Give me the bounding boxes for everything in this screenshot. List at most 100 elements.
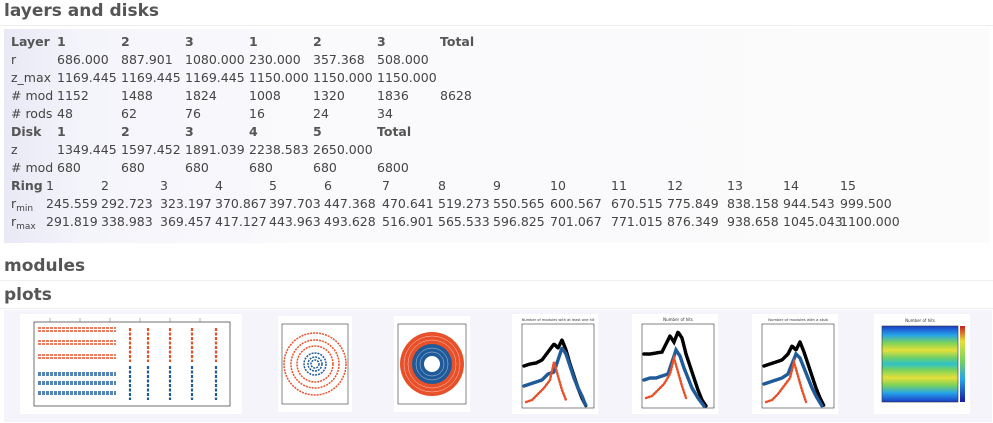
table-cell: 1150.000 [249, 70, 309, 85]
table-cell: 245.559 [46, 196, 98, 211]
ring-header-cell: 11 [611, 178, 627, 193]
row-label: # rods [11, 106, 53, 121]
ring-header-cell: 4 [215, 178, 223, 193]
layers-and-disks-heading: layers and disks [4, 1, 160, 21]
ring-header-cell: 10 [550, 178, 566, 193]
table-cell: 6800 [377, 160, 409, 175]
plot-thumbnail-xy-endcap[interactable] [394, 316, 470, 412]
table-cell: 508.000 [377, 52, 429, 67]
table-cell: 1169.445 [57, 70, 117, 85]
table-cell: 1008 [249, 88, 281, 103]
table-cell: 48 [57, 106, 73, 121]
plot-title: Number of hits [663, 317, 693, 322]
row-label-text: r [11, 196, 17, 211]
divider [0, 280, 993, 281]
divider [0, 308, 993, 309]
geometry-tables-panel: Layer 1 2 3 1 2 3 Total r 686.000 887.901 1080.000 2… [4, 29, 989, 243]
table-cell: 686.000 [57, 52, 109, 67]
disk-header-cell: 3 [185, 124, 194, 139]
table-cell: 34 [377, 106, 393, 121]
table-cell: 1169.445 [185, 70, 245, 85]
table-cell: 470.641 [382, 196, 434, 211]
layer-header-cell: 1 [57, 34, 66, 49]
disk-header-cell: Total [377, 124, 412, 139]
table-cell: 230.000 [249, 52, 301, 67]
table-cell: 775.849 [667, 196, 719, 211]
table-cell: 1045.043 [783, 214, 843, 229]
row-label-subscript: max [16, 222, 36, 232]
disk-header-cell: Disk [11, 124, 42, 139]
table-cell: 565.533 [438, 214, 490, 229]
table-cell: 2238.583 [249, 142, 309, 157]
table-cell: 600.567 [550, 196, 602, 211]
table-cell: 323.197 [160, 196, 212, 211]
table-cell: 291.819 [46, 214, 98, 229]
disk-header-cell: 1 [57, 124, 66, 139]
ring-header-cell: 12 [667, 178, 683, 193]
table-cell: 1349.445 [57, 142, 117, 157]
table-cell: 550.565 [493, 196, 545, 211]
plot-thumbnail-rz-layout[interactable] [20, 314, 242, 414]
ring-header-cell: 1 [46, 178, 54, 193]
table-cell: 8628 [440, 88, 472, 103]
table-cell: 670.515 [611, 196, 663, 211]
table-cell: 680 [249, 160, 273, 175]
plots-heading[interactable]: plots [4, 285, 52, 305]
row-label-subscript: min [16, 204, 34, 214]
layer-header-cell: 3 [377, 34, 386, 49]
row-label: rmax [11, 213, 36, 236]
table-cell: 443.963 [269, 214, 321, 229]
table-cell: 493.628 [324, 214, 376, 229]
table-cell: 1152 [57, 88, 89, 103]
table-cell: 338.983 [101, 214, 153, 229]
ring-header-cell: 7 [382, 178, 390, 193]
ring-header-cell: 13 [727, 178, 743, 193]
modules-heading[interactable]: modules [4, 256, 86, 276]
table-cell: 944.543 [783, 196, 835, 211]
table-cell: 771.015 [611, 214, 663, 229]
table-cell: 1824 [185, 88, 217, 103]
layer-header-cell: Total [440, 34, 475, 49]
table-cell: 447.368 [324, 196, 376, 211]
table-cell: 876.349 [667, 214, 719, 229]
plot-thumbnail-modules-stub[interactable]: Number of modules with a stub [752, 314, 838, 414]
table-cell: 887.901 [121, 52, 173, 67]
ring-header-cell: 15 [840, 178, 856, 193]
plot-thumbnail-modules-hit[interactable]: Number of modules with at least one hit [512, 314, 598, 414]
table-cell: 680 [57, 160, 81, 175]
ring-header-cell: 5 [269, 178, 277, 193]
table-cell: 1597.452 [121, 142, 181, 157]
disk-header-cell: 2 [121, 124, 130, 139]
table-cell: 292.723 [101, 196, 153, 211]
table-cell: 519.273 [438, 196, 490, 211]
plots-strip: Number of modules with at least one hit … [4, 310, 992, 422]
table-cell: 1836 [377, 88, 409, 103]
row-label: z [11, 142, 18, 157]
plot-thumbnail-number-of-hits[interactable]: Number of hits [632, 314, 718, 414]
table-cell: 1320 [313, 88, 345, 103]
layer-header-cell: Layer [11, 34, 50, 49]
ring-header-cell: 8 [438, 178, 446, 193]
table-cell: 1080.000 [185, 52, 245, 67]
table-cell: 516.901 [382, 214, 434, 229]
table-cell: 16 [249, 106, 265, 121]
table-cell: 1100.000 [840, 214, 900, 229]
plot-thumbnail-xy-barrel[interactable] [278, 316, 352, 412]
table-cell: 24 [313, 106, 329, 121]
table-cell: 1488 [121, 88, 153, 103]
table-cell: 369.457 [160, 214, 212, 229]
layer-header-cell: 3 [185, 34, 194, 49]
table-cell: 838.158 [727, 196, 779, 211]
plot-title: Number of modules with a stub [768, 317, 828, 322]
table-cell: 357.368 [313, 52, 365, 67]
ring-header-cell: 6 [324, 178, 332, 193]
ring-header-cell: 14 [783, 178, 799, 193]
plot-thumbnail-hits-heatmap[interactable]: Number of hits [874, 314, 970, 414]
layer-header-cell: 1 [249, 34, 258, 49]
disk-header-cell: 5 [313, 124, 322, 139]
row-label: rmin [11, 195, 33, 218]
table-cell: 76 [185, 106, 201, 121]
ring-header-cell: 2 [101, 178, 109, 193]
table-cell: 680 [313, 160, 337, 175]
row-label-text: r [11, 214, 17, 229]
